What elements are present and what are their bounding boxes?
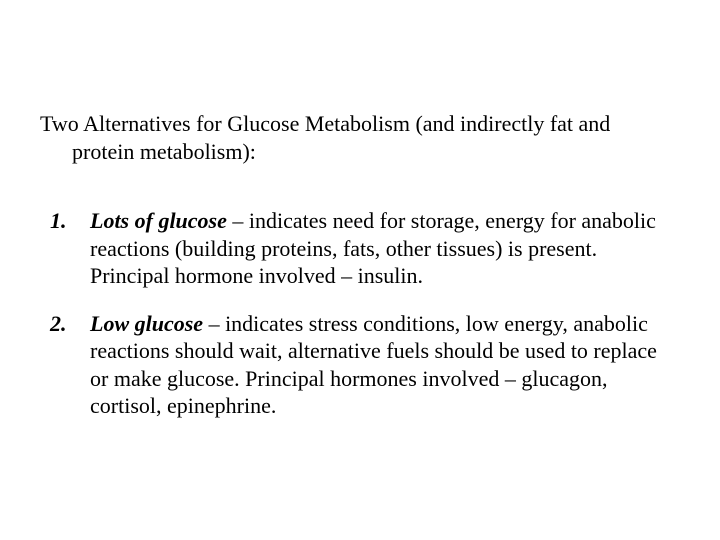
list-item-term: Lots of glucose <box>90 208 227 233</box>
list-item: Lots of glucose – indicates need for sto… <box>50 207 670 290</box>
list-item: Low glucose – indicates stress condition… <box>50 310 670 420</box>
heading-line-2: protein metabolism): <box>40 138 670 166</box>
heading-line-1: Two Alternatives for Glucose Metabolism … <box>40 111 610 136</box>
slide-heading: Two Alternatives for Glucose Metabolism … <box>40 110 670 165</box>
list-item-term: Low glucose <box>90 311 203 336</box>
slide-page: Two Alternatives for Glucose Metabolism … <box>0 0 720 420</box>
alternatives-list: Lots of glucose – indicates need for sto… <box>40 207 670 420</box>
